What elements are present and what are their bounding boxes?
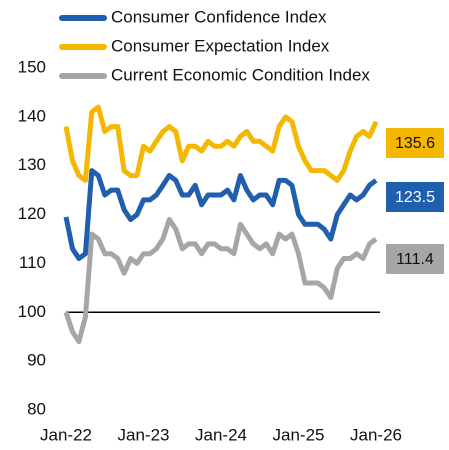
legend-text: Consumer Confidence Index <box>111 7 327 26</box>
y-tick-label: 80 <box>27 399 46 418</box>
x-tick-label: Jan-25 <box>273 425 325 444</box>
y-tick-label: 90 <box>27 351 46 370</box>
series-line <box>63 217 378 345</box>
series-line <box>63 104 379 183</box>
y-tick-label: 130 <box>18 155 46 174</box>
callout: 111.4 <box>386 244 444 274</box>
y-tick-label: 100 <box>18 302 46 321</box>
y-tick-label: 110 <box>19 253 46 272</box>
x-tick-label: Jan-22 <box>40 425 92 444</box>
x-tick-label: Jan-26 <box>350 425 402 444</box>
callout-text: 111.4 <box>396 251 434 268</box>
legend-text: Current Economic Condition Index <box>111 65 370 84</box>
y-tick-label: 150 <box>18 57 46 76</box>
y-tick-label: 140 <box>18 106 46 125</box>
callout-box <box>386 128 444 158</box>
callout-box <box>386 182 444 212</box>
callout-box <box>386 244 444 274</box>
callout-text: 135.6 <box>395 135 435 152</box>
x-tick-label: Jan-24 <box>195 425 247 444</box>
y-tick-label: 120 <box>18 204 46 223</box>
callout-text: 123.5 <box>395 189 435 206</box>
legend-text: Consumer Expectation Index <box>111 36 330 55</box>
series-line <box>63 168 378 261</box>
callout: 123.5 <box>386 182 444 212</box>
callout: 135.6 <box>386 128 444 158</box>
x-tick-label: Jan-23 <box>118 425 170 444</box>
